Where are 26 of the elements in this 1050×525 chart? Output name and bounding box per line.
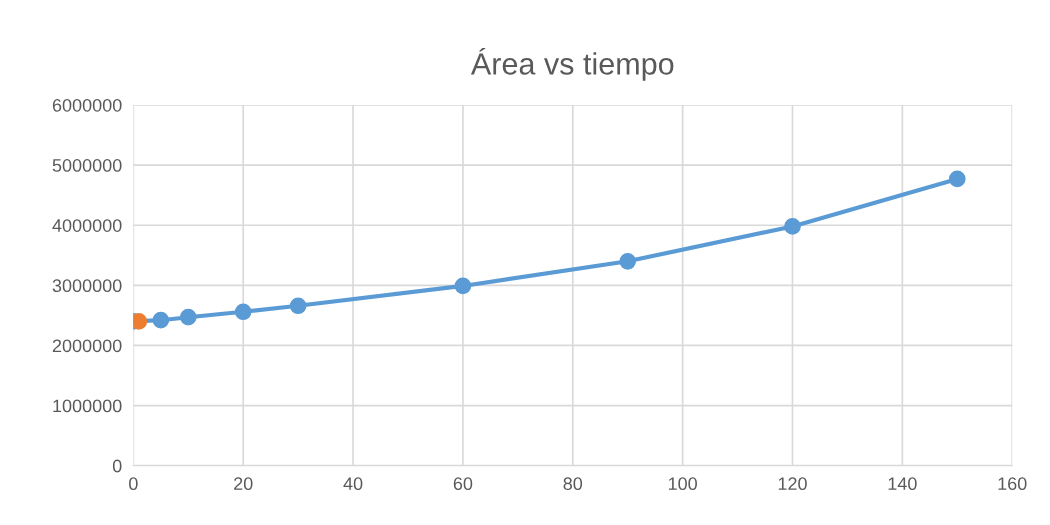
- x-tick-label: 80: [563, 477, 583, 491]
- point: [289, 297, 307, 315]
- point: [784, 218, 801, 235]
- chart-title: Área vs tiempo: [470, 47, 674, 81]
- point: [152, 311, 170, 329]
- y-tick-label: 0: [112, 459, 122, 473]
- point: [179, 308, 197, 326]
- x-tick-label: 160: [998, 477, 1027, 491]
- point: [133, 313, 148, 330]
- y-tick-label: 5000000: [52, 159, 122, 172]
- x-tick-label: 20: [234, 477, 253, 491]
- y-tick-label: 1000000: [53, 399, 122, 413]
- point: [234, 303, 252, 321]
- point: [619, 252, 637, 270]
- x-tick-label: 40: [343, 477, 363, 491]
- point: [454, 277, 472, 295]
- y-tick-label: 6000000: [52, 98, 122, 112]
- x-tick-label: 100: [668, 477, 697, 491]
- y-tick-label: 2000000: [52, 339, 122, 353]
- y-tick-label: 3000000: [52, 279, 122, 293]
- x-tick-label: 120: [778, 477, 807, 491]
- point: [948, 170, 966, 188]
- x-tick-label: 0: [129, 477, 138, 491]
- y-tick-label: 4000000: [52, 219, 122, 232]
- x-tick-label: 60: [453, 477, 473, 491]
- x-tick-label: 140: [888, 477, 917, 491]
